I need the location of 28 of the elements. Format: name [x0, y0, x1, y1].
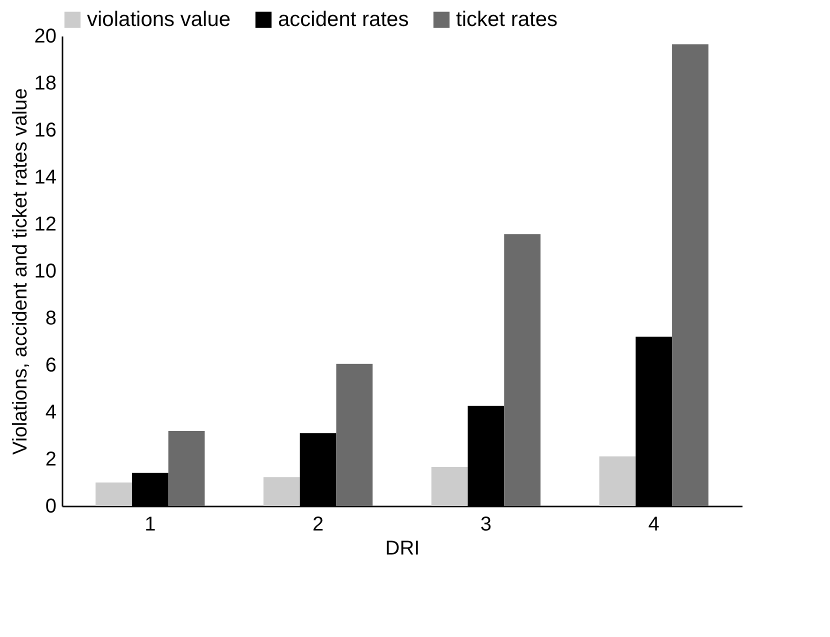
x-tick-label: 4: [648, 514, 660, 536]
y-tick-label: 0: [45, 496, 56, 518]
bar: [599, 456, 636, 506]
bar: [431, 466, 468, 506]
y-tick-label: 2: [45, 448, 56, 470]
bar: [672, 44, 708, 506]
legend-label: ticket rates: [456, 8, 558, 31]
y-tick-label: 10: [34, 260, 56, 282]
bar: [263, 477, 300, 506]
legend-label: violations value: [87, 8, 231, 31]
y-tick-label: 12: [34, 214, 56, 236]
y-axis-title: Violations, accident and ticket rates value: [9, 88, 32, 455]
bar: [336, 364, 373, 506]
legend-label: accident rates: [278, 8, 409, 31]
x-tick-label: 2: [312, 514, 324, 536]
y-tick-label: 20: [34, 26, 56, 48]
x-axis-title: DRI: [385, 538, 420, 560]
bar: [504, 234, 541, 506]
y-tick-label: 14: [34, 166, 56, 188]
y-tick-label: 8: [45, 308, 56, 330]
bar: [168, 431, 205, 506]
y-tick-label: 6: [45, 354, 56, 376]
x-tick-label: 3: [480, 514, 492, 536]
y-tick-label: 4: [45, 402, 56, 424]
y-tick-label: 16: [34, 120, 56, 142]
x-tick-label: 1: [144, 514, 156, 536]
bar: [96, 482, 132, 506]
y-tick-label: 18: [34, 72, 56, 94]
